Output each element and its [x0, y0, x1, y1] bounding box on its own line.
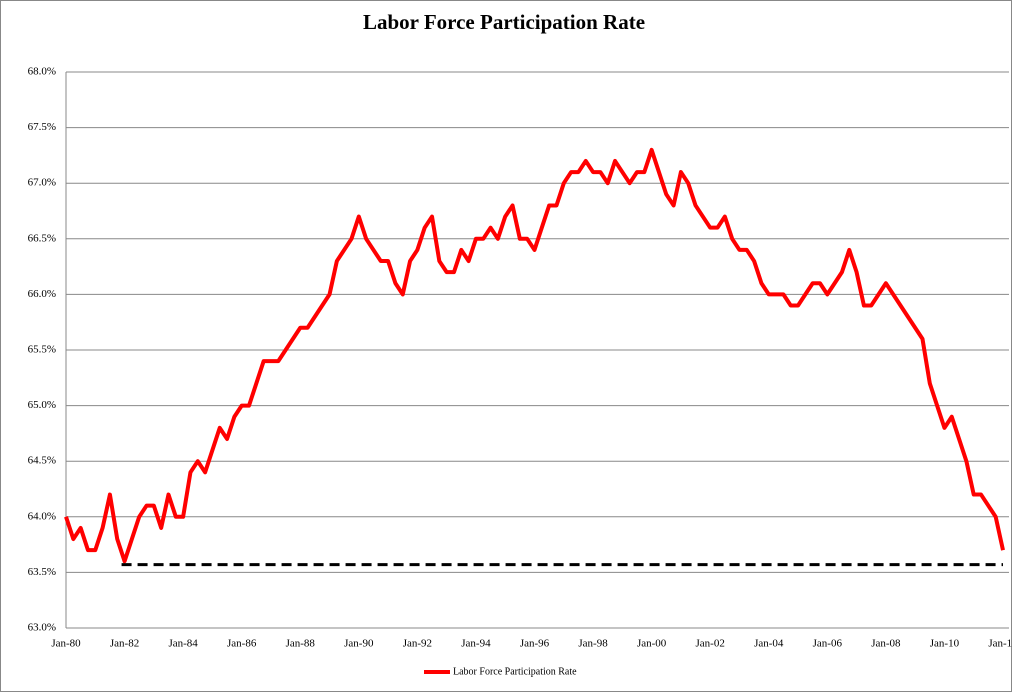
x-tick-label: Jan-82	[110, 638, 139, 650]
y-tick-label: 66.0%	[28, 288, 56, 300]
y-tick-label: 65.5%	[28, 344, 56, 356]
y-tick-label: 68.0%	[28, 66, 56, 78]
y-tick-label: 67.5%	[28, 121, 56, 133]
chart-title: Labor Force Participation Rate	[363, 10, 645, 34]
y-tick-label: 65.0%	[28, 399, 56, 411]
x-tick-label: Jan-10	[930, 638, 960, 650]
x-tick-label: Jan-94	[461, 638, 491, 650]
x-tick-label: Jan-80	[51, 638, 81, 650]
x-tick-label: Jan-88	[286, 638, 316, 650]
legend-label: Labor Force Participation Rate	[453, 666, 577, 677]
y-tick-label: 66.5%	[28, 232, 56, 244]
x-tick-label: Jan-04	[754, 638, 784, 650]
x-tick-label: Jan-98	[578, 638, 608, 650]
x-tick-label: Jan-08	[871, 638, 901, 650]
x-tick-label: Jan-12	[988, 638, 1012, 650]
x-tick-label: Jan-92	[403, 638, 432, 650]
x-tick-label: Jan-86	[227, 638, 257, 650]
data-line	[64, 147, 1005, 564]
x-tick-label: Jan-96	[520, 638, 550, 650]
y-tick-label: 64.0%	[28, 510, 56, 522]
x-tick-label: Jan-90	[344, 638, 374, 650]
x-tick-label: Jan-06	[813, 638, 843, 650]
y-tick-label: 63.5%	[28, 566, 56, 578]
x-tick-label: Jan-02	[696, 638, 725, 650]
y-tick-label: 63.0%	[28, 622, 56, 634]
x-tick-label: Jan-84	[168, 638, 198, 650]
x-tick-label: Jan-00	[637, 638, 667, 650]
y-tick-label: 64.5%	[28, 455, 56, 467]
y-tick-label: 67.0%	[28, 177, 56, 189]
